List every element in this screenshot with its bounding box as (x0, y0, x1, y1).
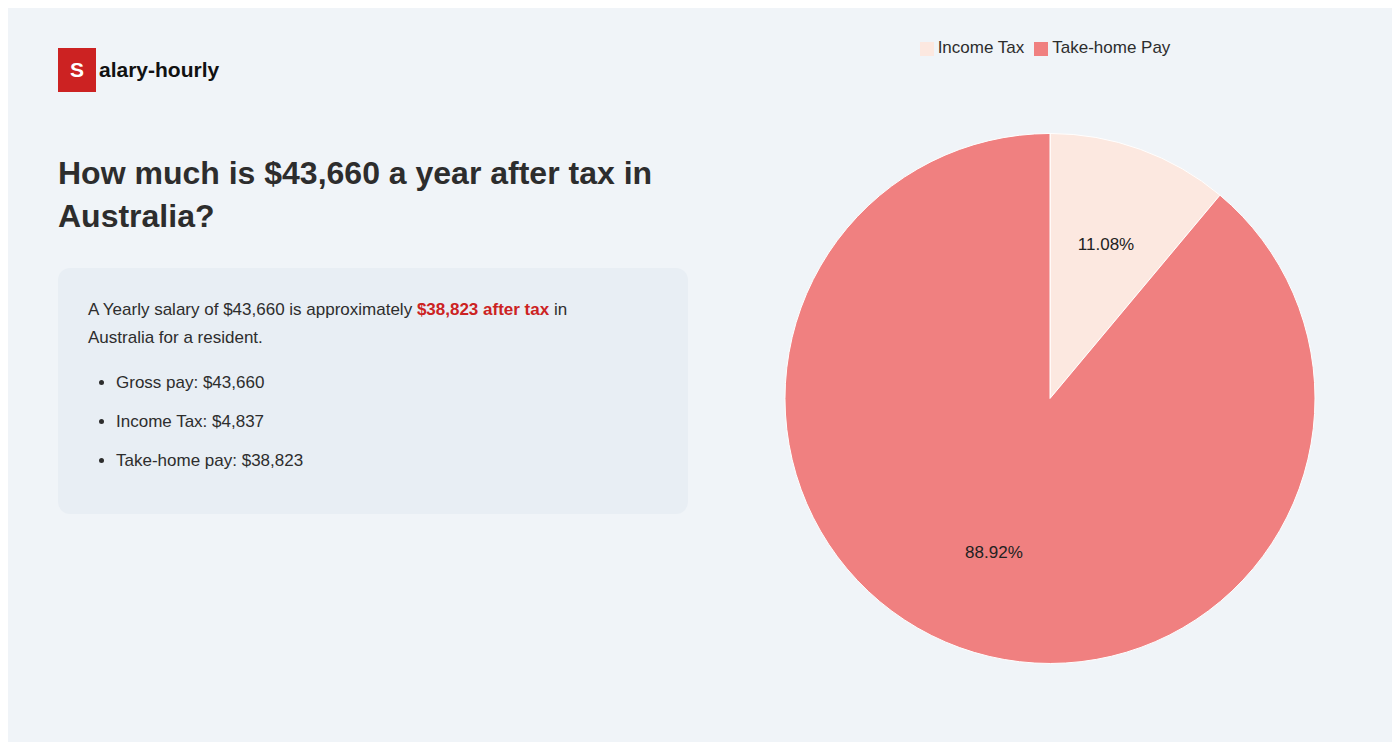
html-text:Take-home Pay: Take-home Pay (1052, 38, 1171, 57)
html-text:Income Tax: $4,837: Income Tax: $4,837 (116, 411, 265, 431)
html-text:How much is $43,660 a year aft: How much is $43,660 a year after tax in … (58, 155, 653, 235)
html-text:Gross pay: $43,660: Gross pay: $43,660 (116, 372, 265, 392)
html-text:Australia for a resident.: Australia for a resident. (88, 327, 263, 347)
html-text:Income Tax: Income Tax (937, 38, 1025, 57)
html-text:Take-home pay: $38,823: Take-home pay: $38,823 (116, 451, 304, 471)
html-text:A Yearly salary of $43,660 is: A Yearly salary of $43,660 is approximat… (88, 300, 568, 320)
html-text:S: S (70, 58, 84, 81)
svg-text:88.92%: 88.92% (965, 543, 1023, 562)
svg-text:11.08%: 11.08% (1078, 235, 1134, 254)
html-text:alary-hourly: alary-hourly (99, 58, 220, 81)
